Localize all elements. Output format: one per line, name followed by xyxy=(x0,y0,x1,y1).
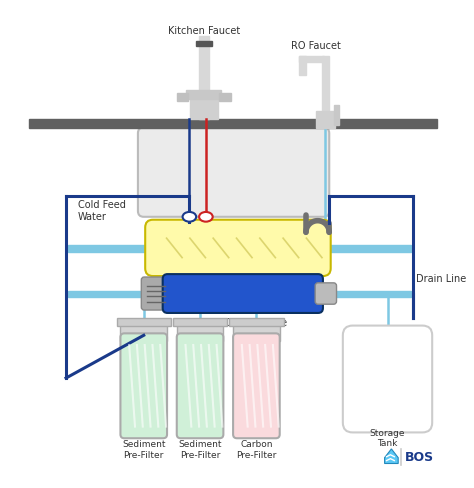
FancyBboxPatch shape xyxy=(343,325,432,432)
Text: RO Faucet: RO Faucet xyxy=(291,41,341,51)
Bar xyxy=(173,318,227,325)
Bar xyxy=(299,56,324,62)
FancyBboxPatch shape xyxy=(141,277,171,310)
FancyBboxPatch shape xyxy=(177,333,223,438)
Bar xyxy=(322,56,329,123)
Bar xyxy=(334,105,339,124)
Bar xyxy=(68,245,411,252)
Bar xyxy=(120,324,167,341)
Text: Cold Feed
Water: Cold Feed Water xyxy=(78,200,126,222)
Text: Carbon
Pre-Filter: Carbon Pre-Filter xyxy=(236,440,277,460)
Polygon shape xyxy=(384,449,398,464)
Bar xyxy=(229,318,283,325)
Text: Drain Line: Drain Line xyxy=(416,274,466,284)
Bar xyxy=(117,318,171,325)
Bar xyxy=(186,90,221,99)
FancyBboxPatch shape xyxy=(120,333,167,438)
Bar xyxy=(177,94,189,101)
Bar xyxy=(316,111,335,128)
Bar xyxy=(68,291,411,297)
FancyBboxPatch shape xyxy=(315,283,337,304)
Bar xyxy=(29,119,437,128)
Text: Sediment
Pre-Filter: Sediment Pre-Filter xyxy=(122,440,165,460)
Bar xyxy=(196,41,212,46)
Bar xyxy=(199,36,209,119)
Text: BOS: BOS xyxy=(405,451,434,464)
Bar xyxy=(299,56,306,75)
Text: Storage
Tank: Storage Tank xyxy=(370,428,405,448)
Text: Carbon Post-Filter: Carbon Post-Filter xyxy=(204,276,291,286)
Bar xyxy=(191,97,218,119)
Text: Sediment
Pre-Filter: Sediment Pre-Filter xyxy=(178,440,222,460)
FancyBboxPatch shape xyxy=(163,274,323,313)
Bar xyxy=(177,324,223,341)
Text: RO Membrane: RO Membrane xyxy=(218,318,288,328)
FancyBboxPatch shape xyxy=(145,220,331,276)
Bar xyxy=(219,94,231,101)
Bar xyxy=(233,324,280,341)
Ellipse shape xyxy=(182,212,196,222)
FancyBboxPatch shape xyxy=(233,333,280,438)
Ellipse shape xyxy=(199,212,213,222)
Text: Kitchen Faucet: Kitchen Faucet xyxy=(168,26,240,37)
FancyBboxPatch shape xyxy=(138,127,329,217)
